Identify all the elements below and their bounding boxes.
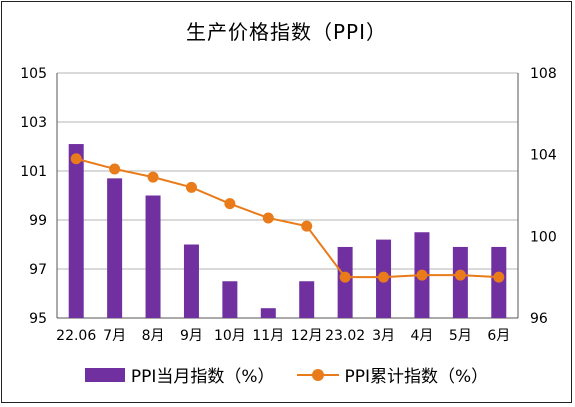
line-point (378, 271, 390, 283)
bar (107, 178, 123, 318)
x-tick-label: 12月 (291, 328, 323, 344)
line-point (147, 171, 159, 183)
y-left-tick-label: 97 (29, 262, 47, 278)
x-tick-label: 8月 (142, 328, 165, 344)
line-point (301, 220, 313, 232)
x-tick-label: 7月 (103, 328, 126, 344)
bar (222, 281, 238, 318)
x-tick-label: 22.06 (56, 328, 96, 344)
line-point (185, 181, 197, 193)
line-point (339, 271, 351, 283)
bar (145, 195, 161, 318)
legend-item-monthly: PPI当月指数（%） (84, 362, 275, 387)
line-point (493, 271, 505, 283)
bar (68, 144, 84, 318)
bar (183, 244, 199, 318)
bar (299, 281, 315, 318)
y-right-tick-label: 96 (530, 311, 548, 327)
y-left-tick-label: 105 (20, 66, 47, 82)
line-point (454, 269, 466, 281)
bar (452, 246, 468, 318)
y-right-tick-label: 100 (530, 229, 557, 245)
line-point (70, 153, 82, 165)
chart-title: 生产价格指数（PPI） (185, 20, 388, 44)
line-point (109, 163, 121, 175)
x-tick-label: 5月 (449, 328, 472, 344)
legend-item-cumulative: PPI累计指数（%） (296, 362, 489, 387)
legend-label-cumulative: PPI累计指数（%） (344, 367, 489, 387)
x-tick-label: 6月 (487, 328, 510, 344)
x-tick-label: 10月 (214, 328, 246, 344)
x-tick-label: 4月 (410, 328, 433, 344)
line-point (416, 269, 428, 281)
y-left-tick-label: 99 (29, 213, 47, 229)
y-left-tick-label: 103 (20, 115, 47, 131)
cumulative-line (75, 157, 499, 279)
line-point (262, 212, 274, 224)
line-point (224, 198, 236, 210)
chart-plot-area: 95 97 99 101 103 105 96 100 104 108 22.06 7月 8月 9月 10月… (20, 66, 557, 344)
legend-line-swatch (296, 368, 339, 382)
x-tick-label: 9月 (180, 328, 203, 344)
legend-bar-swatch (84, 367, 125, 382)
bar (260, 308, 276, 318)
x-tick-label: 23.02 (325, 328, 365, 344)
y-right-tick-label: 104 (530, 148, 557, 164)
y-left-tick-label: 95 (29, 311, 47, 327)
y-right-tick-label: 108 (530, 66, 557, 82)
x-tick-label: 11月 (252, 328, 284, 344)
y-left-tick-label: 101 (20, 164, 47, 180)
legend-label-monthly: PPI当月指数（%） (130, 367, 275, 387)
chart-legend: PPI当月指数（%） PPI累计指数（%） (2, 362, 571, 387)
x-tick-label: 3月 (372, 328, 395, 344)
